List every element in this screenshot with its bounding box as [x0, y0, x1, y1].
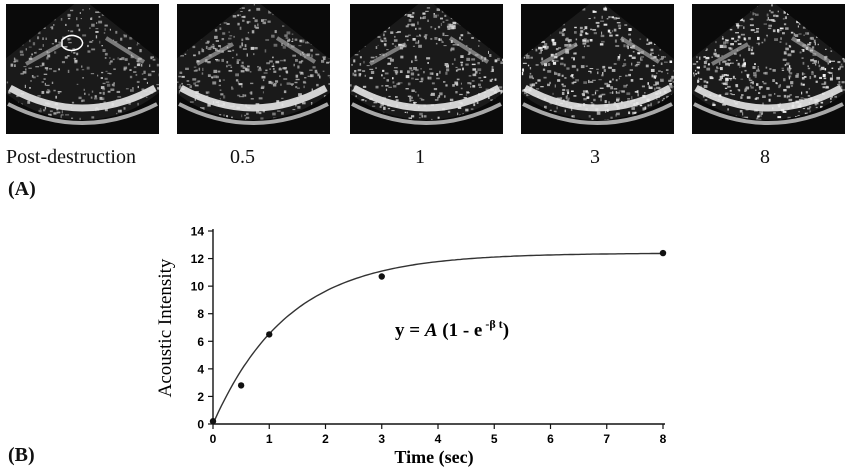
y-tick-label-6: 12 — [191, 252, 205, 266]
equation-exponent: -β t — [482, 317, 502, 331]
x-tick-label-1: 1 — [266, 432, 273, 446]
equation: y = A (1 - e -β t) — [395, 317, 509, 341]
y-tick-label-1: 2 — [197, 390, 204, 404]
panel-a-label: (A) — [8, 178, 36, 200]
time-label-1: Post-destruction — [6, 146, 136, 168]
time-label-2: 0.5 — [230, 146, 255, 168]
x-tick-labels: 0 1 2 3 4 5 6 7 8 — [210, 424, 667, 446]
frame-image-4 — [521, 4, 674, 125]
y-tick-label-3: 6 — [197, 335, 204, 349]
ultrasound-frame-1 — [6, 4, 159, 134]
ultrasound-frame-5 — [692, 4, 845, 134]
equation-close: ) — [503, 320, 509, 341]
equation-A: A — [424, 320, 438, 341]
frame-image-5 — [692, 4, 845, 125]
chart-axes — [212, 229, 665, 425]
frame-image-1 — [6, 4, 159, 125]
data-point-1 — [237, 382, 245, 389]
x-tick-label-7: 7 — [603, 432, 610, 446]
x-tick-label-8: 8 — [660, 432, 667, 446]
y-tick-label-0: 0 — [197, 418, 204, 432]
x-tick-label-4: 4 — [435, 432, 442, 446]
y-tick-label-7: 14 — [191, 225, 205, 239]
y-axis-label: Acoustic Intensity — [155, 258, 176, 397]
data-point-0 — [209, 418, 217, 425]
data-point-2 — [266, 331, 273, 338]
y-tick-label-5: 10 — [191, 280, 205, 294]
x-tick-label-5: 5 — [491, 432, 498, 446]
ultrasound-frame-4 — [521, 4, 674, 134]
fit-curve — [212, 252, 663, 425]
frame-image-2 — [177, 4, 330, 125]
equation-open: (1 - e — [438, 320, 483, 341]
ultrasound-frame-3 — [350, 4, 503, 134]
y-tick-labels: 0 2 4 6 8 10 12 14 — [191, 225, 213, 432]
frame-image-3 — [350, 4, 503, 125]
x-tick-label-2: 2 — [322, 432, 329, 446]
y-tick-label-2: 4 — [197, 362, 204, 376]
equation-prefix: y = — [395, 320, 425, 341]
time-label-5: 8 — [760, 146, 770, 168]
x-axis-label: Time (sec) — [394, 447, 473, 468]
data-points — [209, 249, 667, 425]
x-tick-label-3: 3 — [378, 432, 385, 446]
x-tick-label-0: 0 — [210, 432, 217, 446]
time-label-4: 3 — [590, 146, 600, 168]
data-point-3 — [378, 273, 385, 280]
x-tick-label-6: 6 — [547, 432, 554, 446]
data-point-4 — [659, 249, 667, 257]
panel-b-label: (B) — [8, 444, 35, 466]
time-label-3: 1 — [415, 146, 425, 168]
y-tick-label-4: 8 — [197, 307, 204, 321]
ultrasound-frame-2 — [177, 4, 330, 134]
